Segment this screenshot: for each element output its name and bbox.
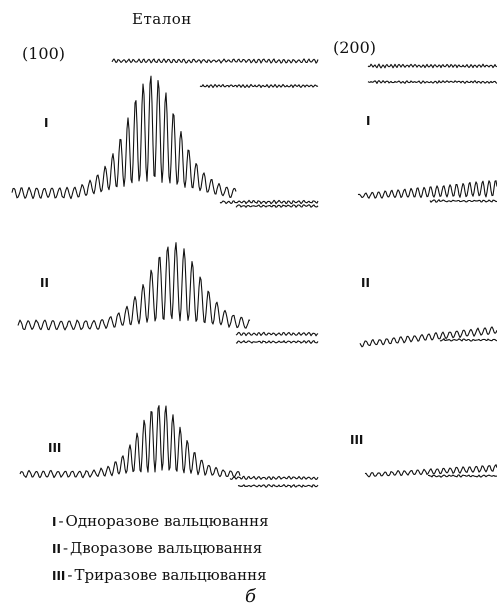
row-label-2-right: II <box>361 276 370 290</box>
legend-num-1: I <box>52 515 57 529</box>
legend-item-3: III - Триразове вальцювання <box>52 566 267 584</box>
legend-item-2: II - Дворазове вальцювання <box>52 539 262 557</box>
figure-sublabel: б <box>245 586 256 607</box>
row-label-3-right: III <box>350 433 364 447</box>
legend-text-1: Одноразове вальцювання <box>65 512 269 530</box>
profile-200-III <box>364 464 497 478</box>
baseline-100-I-a <box>219 199 319 205</box>
row-label-1-right: I <box>366 114 371 128</box>
baseline-100-II-a <box>235 331 319 337</box>
legend-sep-2: - <box>62 539 69 557</box>
legend-sep-1: - <box>58 512 64 530</box>
baseline-100-II-b <box>235 340 319 344</box>
legend-text-3: Триразове вальцювання <box>74 566 267 584</box>
legend-item-1: I - Одноразове вальцювання <box>52 512 269 530</box>
figure-title: Еталон <box>132 10 192 28</box>
row-label-2-left: II <box>40 276 49 290</box>
reflection-label-100: (100) <box>22 44 66 63</box>
legend-sep-3: - <box>67 566 73 584</box>
baseline-100-I-b <box>235 204 319 208</box>
profile-200-I <box>357 180 497 199</box>
baseline-100-III-b <box>237 484 319 488</box>
legend-num-3: III <box>52 569 66 583</box>
legend-text-2: Дворазове вальцювання <box>70 539 263 557</box>
profile-100-III <box>19 405 241 479</box>
reference-trace-200-a <box>367 63 497 69</box>
baseline-200-II <box>439 338 497 342</box>
reference-trace-100-b <box>199 83 319 89</box>
baseline-100-III-a <box>229 475 319 481</box>
profile-100-II <box>17 242 251 331</box>
reflection-label-200: (200) <box>333 38 377 57</box>
reference-trace-100-a <box>111 58 319 64</box>
profile-200-II <box>359 326 497 348</box>
baseline-200-III <box>427 474 497 478</box>
legend-num-2: II <box>52 542 61 556</box>
row-label-1-left: I <box>44 116 49 130</box>
reference-trace-200-b <box>367 80 497 84</box>
baseline-200-I <box>429 199 497 203</box>
profile-100-I <box>11 75 237 200</box>
row-label-3-left: III <box>48 441 62 455</box>
